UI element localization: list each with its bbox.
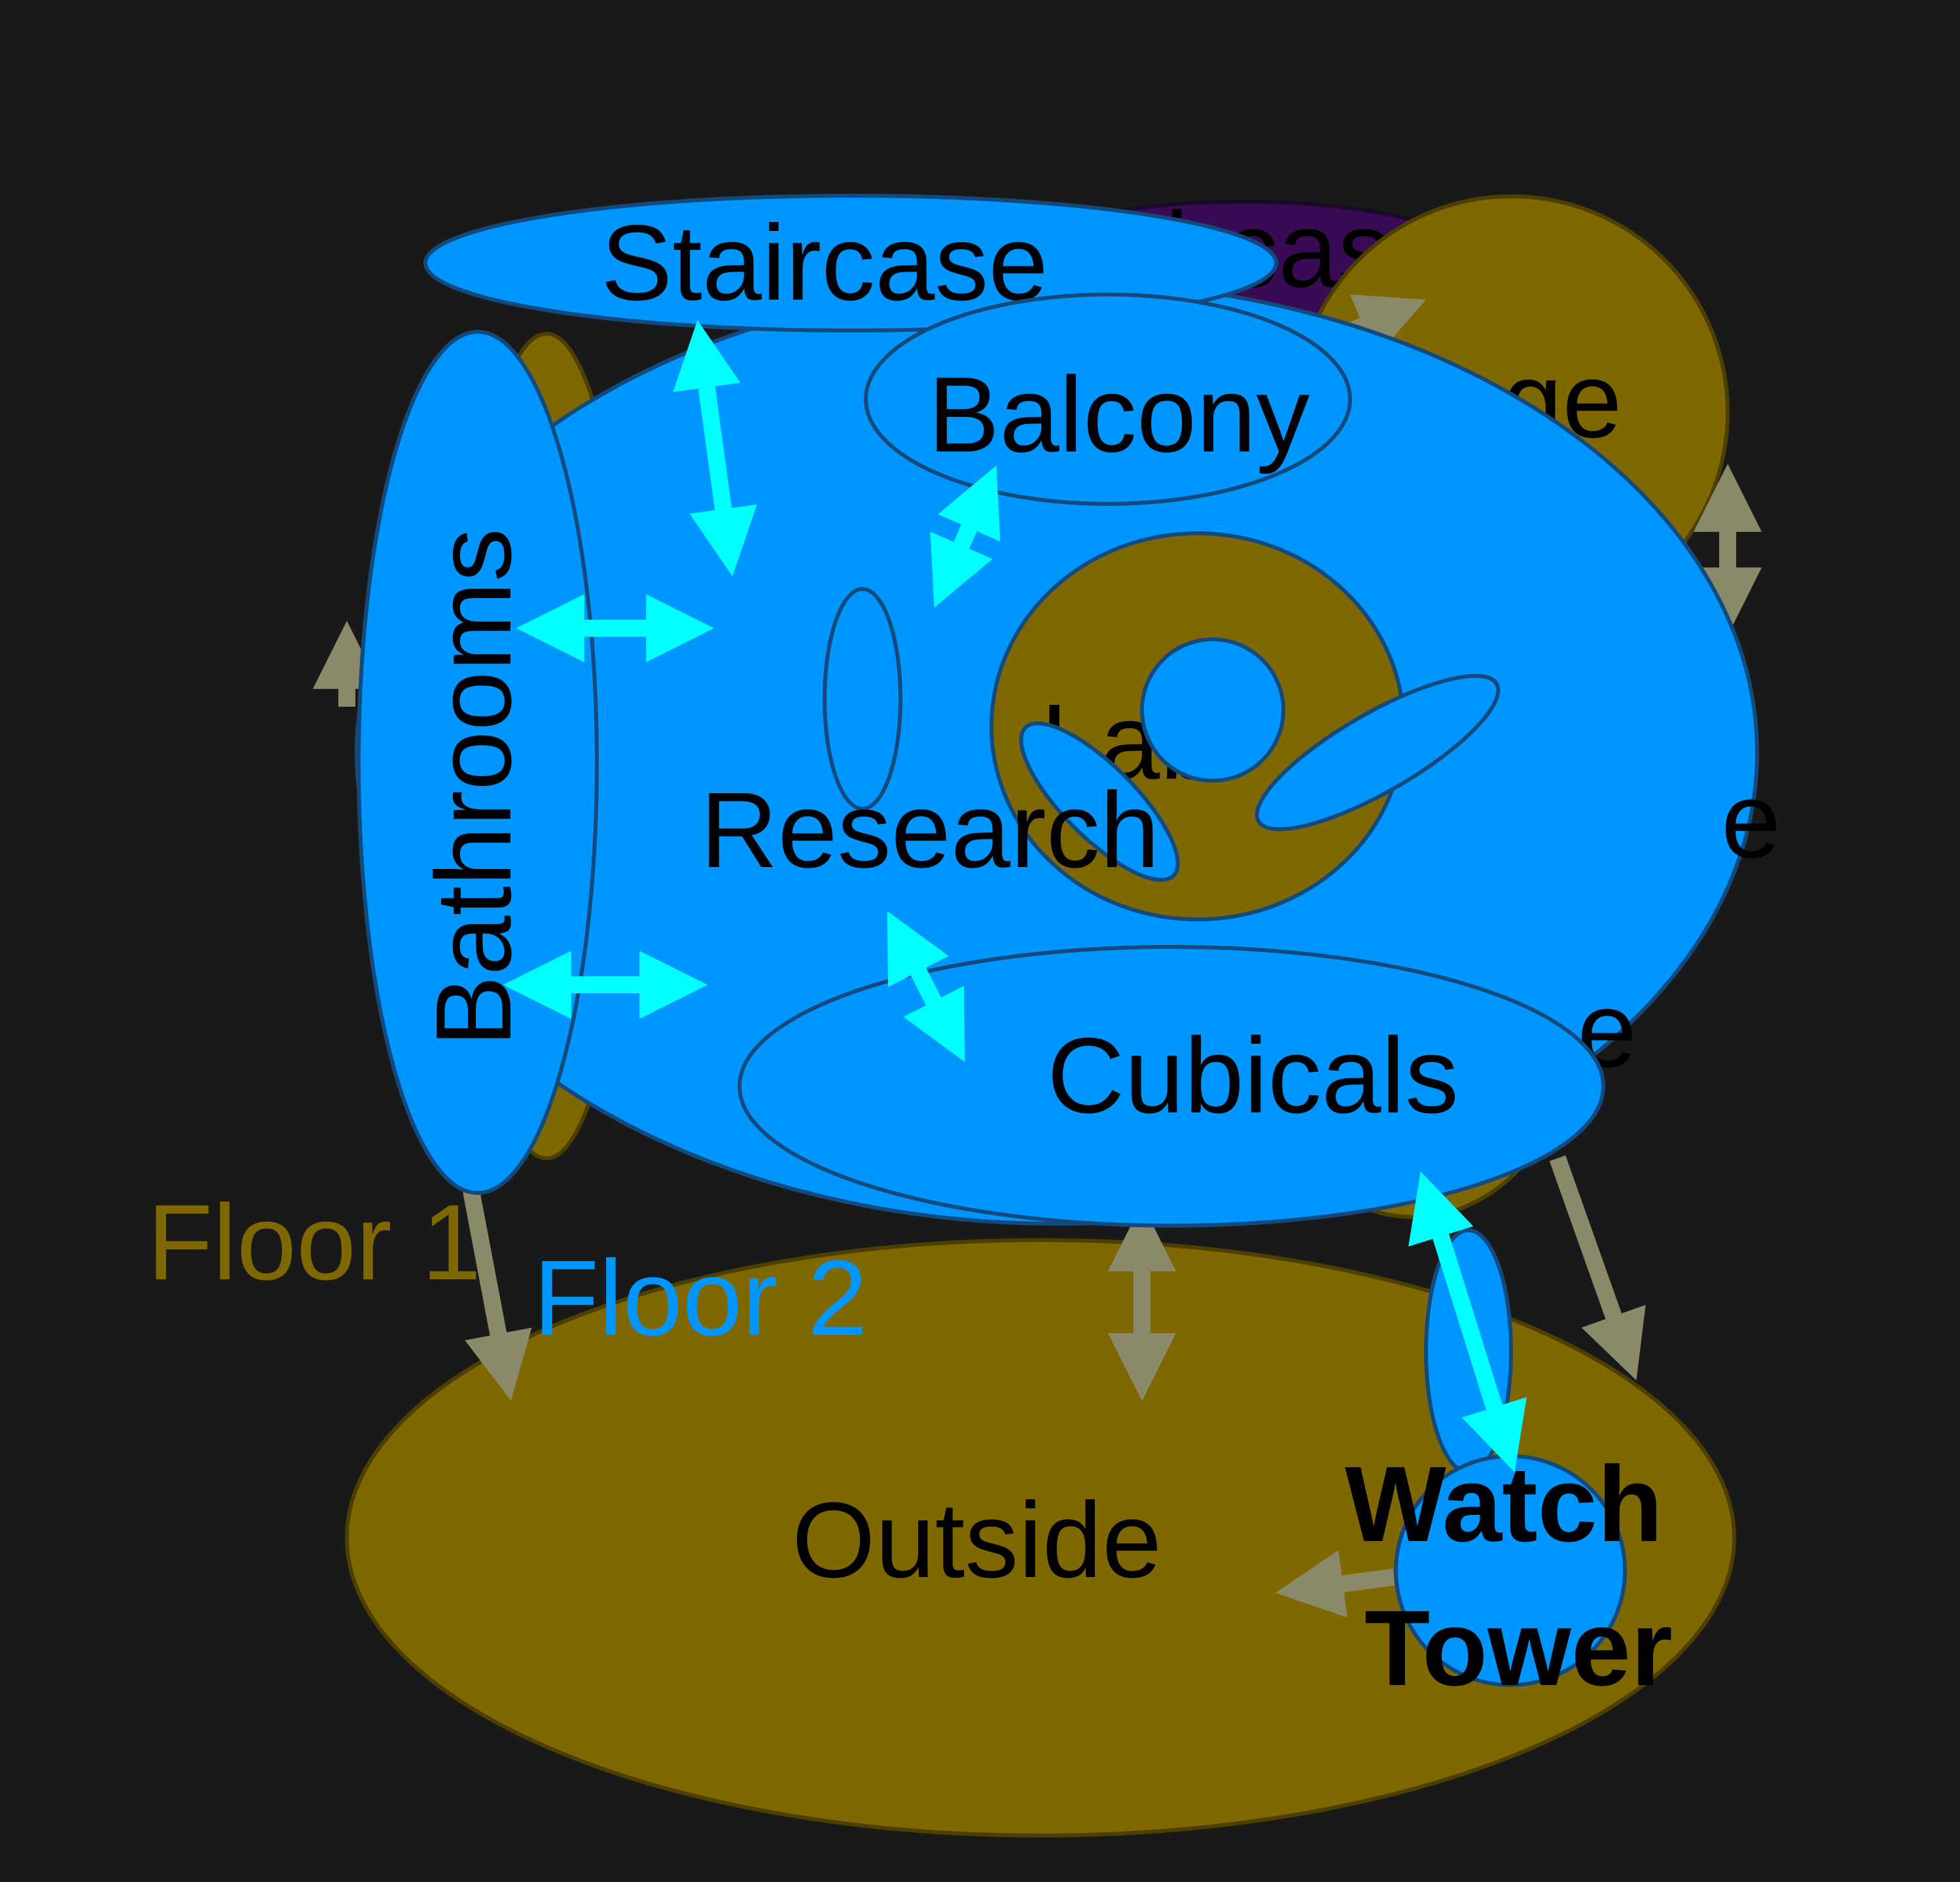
arrow-side-to-outside — [1558, 1158, 1630, 1361]
floor2-label: Floor 2 — [533, 1238, 867, 1358]
watch-tower-label-line1: Watch — [1345, 1444, 1663, 1564]
research-label: Research — [700, 770, 1160, 890]
balcony-label: Balcony — [928, 355, 1310, 474]
outside-label: Outside — [792, 1480, 1162, 1600]
cubicals-label: Cubicals — [1047, 1016, 1459, 1135]
watch-tower-label-line2: Tower — [1364, 1588, 1673, 1708]
floor1-label: Floor 1 — [147, 1182, 481, 1302]
bathrooms-label: Bathrooms — [414, 528, 533, 1047]
hidden-room-label-1: e — [1721, 760, 1781, 880]
staircase-label: Staircase — [601, 203, 1048, 323]
lab-center-room[interactable] — [1142, 639, 1283, 781]
